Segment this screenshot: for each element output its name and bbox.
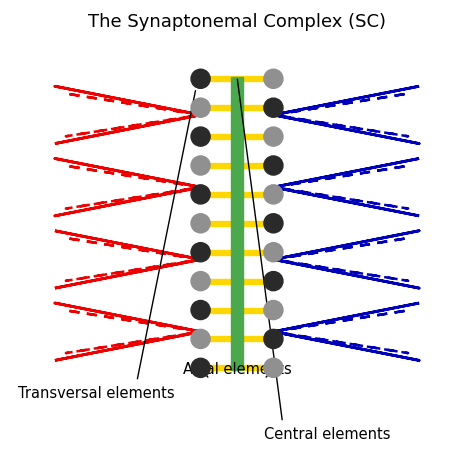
Circle shape <box>264 272 283 291</box>
Circle shape <box>191 98 210 117</box>
Circle shape <box>264 300 283 320</box>
FancyBboxPatch shape <box>201 278 273 284</box>
Circle shape <box>264 214 283 233</box>
Circle shape <box>264 69 283 88</box>
Circle shape <box>264 98 283 117</box>
Circle shape <box>264 127 283 146</box>
FancyBboxPatch shape <box>201 365 273 371</box>
Circle shape <box>191 243 210 262</box>
Text: Central elements: Central elements <box>264 427 391 442</box>
Text: Axial elements: Axial elements <box>182 362 292 377</box>
Circle shape <box>264 329 283 349</box>
Circle shape <box>191 214 210 233</box>
Circle shape <box>191 69 210 88</box>
Circle shape <box>191 272 210 291</box>
FancyBboxPatch shape <box>201 105 273 110</box>
Text: The Synaptonemal Complex (SC): The Synaptonemal Complex (SC) <box>88 13 386 31</box>
FancyBboxPatch shape <box>201 307 273 312</box>
Circle shape <box>264 156 283 175</box>
Circle shape <box>191 358 210 377</box>
Circle shape <box>191 300 210 320</box>
FancyBboxPatch shape <box>201 337 273 342</box>
FancyBboxPatch shape <box>201 221 273 226</box>
FancyBboxPatch shape <box>201 192 273 197</box>
Circle shape <box>264 243 283 262</box>
FancyBboxPatch shape <box>201 134 273 139</box>
Circle shape <box>191 127 210 146</box>
FancyBboxPatch shape <box>201 250 273 255</box>
Circle shape <box>191 329 210 349</box>
FancyBboxPatch shape <box>201 76 273 81</box>
Circle shape <box>191 185 210 204</box>
Circle shape <box>264 358 283 377</box>
FancyBboxPatch shape <box>231 76 243 370</box>
FancyBboxPatch shape <box>201 163 273 168</box>
Text: Transversal elements: Transversal elements <box>18 386 175 401</box>
Circle shape <box>264 185 283 204</box>
Circle shape <box>191 156 210 175</box>
